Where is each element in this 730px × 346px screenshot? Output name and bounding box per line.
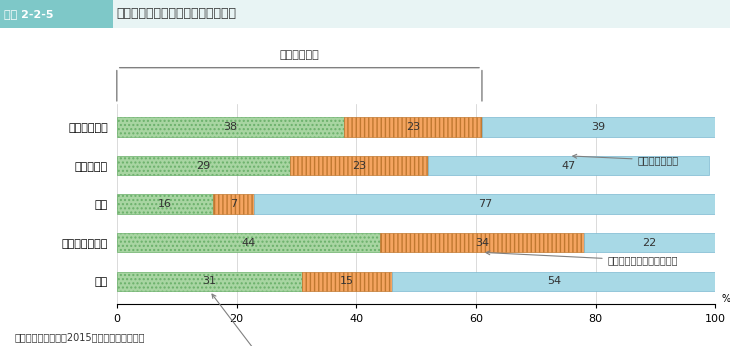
Text: 15: 15 bbox=[340, 276, 354, 286]
Bar bbox=[428, 156, 710, 175]
Text: 保全している: 保全している bbox=[280, 49, 319, 60]
Text: 34: 34 bbox=[475, 238, 489, 248]
Text: 47: 47 bbox=[561, 161, 576, 171]
Text: 図表 2-2-5: 図表 2-2-5 bbox=[4, 9, 53, 19]
FancyBboxPatch shape bbox=[113, 0, 730, 28]
Bar bbox=[212, 194, 255, 214]
Text: 31: 31 bbox=[203, 276, 217, 286]
Text: 39: 39 bbox=[591, 122, 606, 132]
Bar bbox=[584, 233, 715, 252]
Text: 54: 54 bbox=[547, 276, 561, 286]
Bar bbox=[255, 194, 715, 214]
Text: 23: 23 bbox=[406, 122, 420, 132]
Bar bbox=[345, 117, 482, 137]
Bar bbox=[380, 233, 584, 252]
Bar bbox=[291, 156, 428, 175]
Text: 29: 29 bbox=[196, 161, 211, 171]
Bar bbox=[117, 233, 380, 252]
Text: 7: 7 bbox=[230, 199, 237, 209]
Text: 単独の農業集落で保全: 単独の農業集落で保全 bbox=[212, 294, 296, 346]
Text: 44: 44 bbox=[242, 238, 256, 248]
Text: 38: 38 bbox=[223, 122, 237, 132]
Bar bbox=[482, 117, 715, 137]
Bar bbox=[117, 156, 291, 175]
Bar bbox=[117, 194, 212, 214]
Text: 資料：農林水産省「2015年農林業センサス」: 資料：農林水産省「2015年農林業センサス」 bbox=[15, 333, 145, 343]
Text: %: % bbox=[721, 294, 730, 304]
Bar bbox=[302, 272, 392, 291]
Text: 23: 23 bbox=[352, 161, 366, 171]
Text: 16: 16 bbox=[158, 199, 172, 209]
Text: 22: 22 bbox=[642, 238, 657, 248]
FancyBboxPatch shape bbox=[0, 0, 113, 28]
Bar bbox=[117, 272, 302, 291]
Text: 77: 77 bbox=[478, 199, 492, 209]
Text: 農業集落による地域資源別管理状況: 農業集落による地域資源別管理状況 bbox=[117, 7, 237, 20]
Text: 保全していない: 保全していない bbox=[573, 154, 679, 165]
Bar bbox=[117, 117, 345, 137]
Text: 他の農業集落と共同で保全: 他の農業集落と共同で保全 bbox=[486, 251, 678, 265]
Bar bbox=[392, 272, 715, 291]
